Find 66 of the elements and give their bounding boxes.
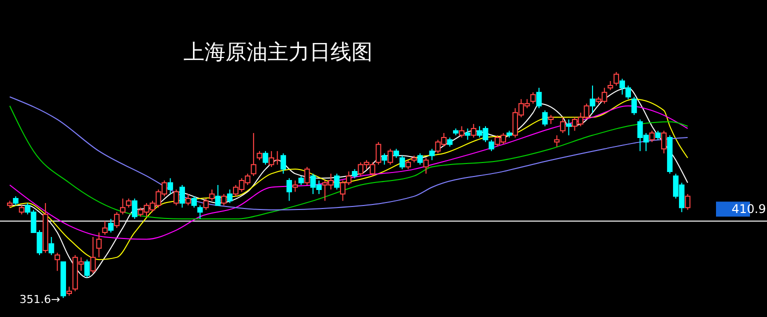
candlestick (608, 80, 614, 91)
candlestick (536, 87, 542, 109)
candlestick (132, 198, 138, 220)
candlestick (649, 130, 655, 143)
candlestick (179, 184, 185, 208)
candlestick (126, 198, 132, 208)
candlestick (18, 204, 24, 215)
candlestick (554, 134, 560, 148)
candlestick (120, 198, 126, 215)
candlestick (102, 220, 108, 236)
candlestick (48, 236, 54, 256)
candlestick (114, 212, 120, 228)
candlestick (405, 160, 411, 170)
candlestick (614, 72, 620, 86)
candlestick (54, 252, 60, 272)
candlestick (684, 194, 690, 210)
candlestick (447, 137, 453, 148)
candlestick (298, 175, 304, 186)
candlestick (429, 148, 435, 161)
candlestick (286, 178, 292, 202)
candlestick (304, 166, 310, 186)
candlestick (168, 178, 174, 195)
candlestick (66, 286, 72, 296)
candlestick (423, 157, 429, 174)
candlestick (209, 189, 215, 202)
candlestick (96, 232, 102, 258)
candlestick (12, 196, 18, 206)
candlestick (256, 150, 262, 161)
candlestick (292, 180, 298, 192)
candlestick (280, 152, 286, 174)
candlestick (108, 218, 114, 233)
candlestick (394, 148, 400, 158)
candlestick (262, 150, 268, 166)
candlestick (191, 196, 197, 208)
candlestick (530, 92, 536, 104)
chart-title: 上海原油主力日线图 (184, 40, 372, 64)
candlestick (560, 116, 566, 134)
candlestick (376, 142, 382, 166)
candlestick (566, 118, 572, 136)
candlestick (488, 139, 494, 152)
candlestick (203, 198, 209, 210)
annotation: 351.6→ (20, 293, 60, 306)
candlestick (655, 130, 661, 140)
candlestick (84, 259, 90, 278)
candlestick (250, 132, 256, 176)
candlestick (215, 184, 221, 206)
candlestick (458, 126, 464, 138)
candlestick (221, 194, 227, 206)
candlestick (399, 155, 405, 170)
candlestick (542, 110, 548, 127)
candlestick (388, 148, 394, 166)
candlestick (548, 114, 554, 124)
candlestick (470, 123, 476, 138)
candlestick (631, 96, 637, 116)
candlestick (464, 128, 470, 140)
candlestick (382, 152, 388, 166)
candlestick (417, 152, 423, 166)
candlestick (227, 189, 233, 204)
candlestick (590, 85, 596, 114)
candlestick (90, 236, 96, 274)
candlestick (661, 130, 667, 154)
candlestick (174, 189, 180, 206)
candlestick (197, 204, 203, 220)
candlestick (334, 173, 340, 190)
candlestick (185, 194, 191, 206)
candlestick (352, 168, 358, 179)
